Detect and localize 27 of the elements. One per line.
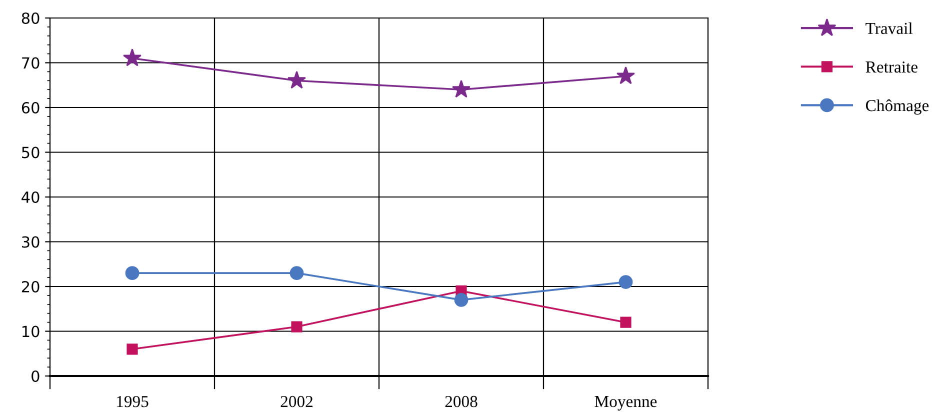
point xyxy=(126,344,138,355)
point xyxy=(291,321,302,332)
point xyxy=(454,292,468,307)
y-tick-label: 50 xyxy=(22,146,40,158)
point xyxy=(616,66,636,84)
point xyxy=(287,70,306,89)
x-tick-label: 2002 xyxy=(280,396,312,408)
legend-label: Travail xyxy=(866,22,912,34)
point xyxy=(620,316,632,328)
x-tick-label: Moyenne xyxy=(594,396,657,411)
point xyxy=(290,266,304,280)
legend-label: Chômage xyxy=(866,99,929,115)
y-tick-label: 70 xyxy=(22,57,40,69)
x-tick-label: 2008 xyxy=(445,396,478,408)
legend-label: Retraite xyxy=(866,61,918,73)
point xyxy=(122,48,142,66)
y-tick-label: 20 xyxy=(22,280,40,293)
point xyxy=(125,266,140,280)
point xyxy=(452,80,471,98)
y-tick-label: 10 xyxy=(22,326,40,338)
y-tick-label: 30 xyxy=(22,236,40,248)
point xyxy=(618,275,633,289)
y-tick-label: 80 xyxy=(22,12,40,24)
y-tick-label: 0 xyxy=(32,370,40,382)
y-tick-label: 40 xyxy=(22,191,40,204)
x-tick-label: 1995 xyxy=(117,396,148,408)
y-tick-label: 60 xyxy=(22,102,40,114)
